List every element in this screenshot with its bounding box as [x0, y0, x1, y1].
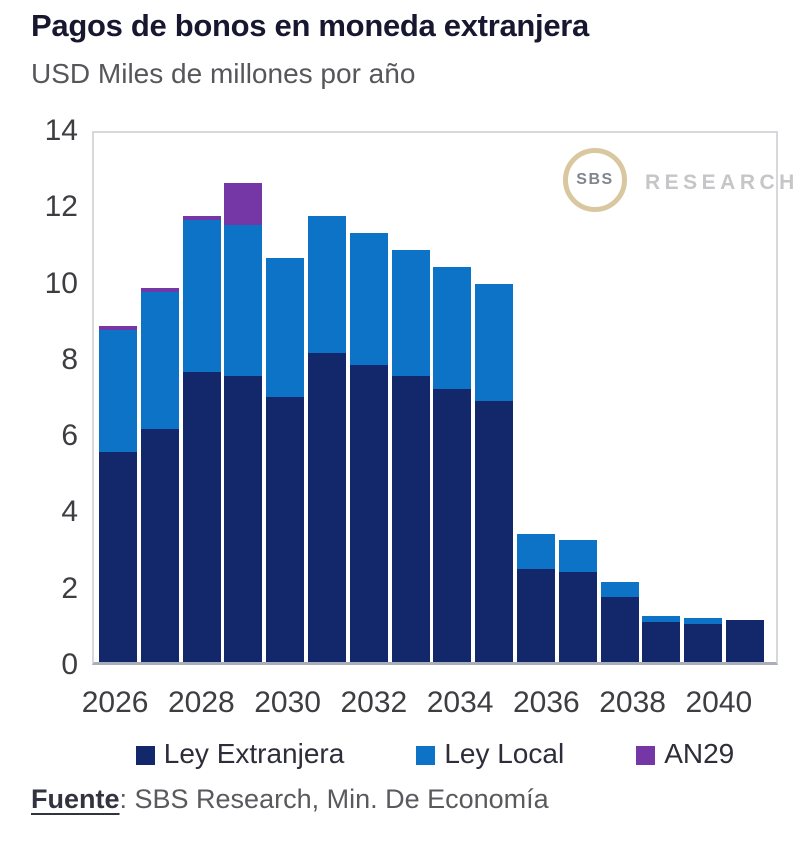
bar-segment-an29-2026 [99, 326, 137, 331]
chart-title: Pagos de bonos en moneda extranjera [31, 8, 589, 43]
bar-segment-ley-extranjera-2036 [516, 568, 555, 662]
bar-segment-ley-extranjera-2038 [600, 597, 639, 662]
bar-2034 [433, 267, 472, 662]
bar-segment-ley-local-2036 [516, 534, 555, 569]
bar-segment-ley-local-2026 [99, 330, 137, 453]
bar-segment-ley-local-2035 [475, 284, 514, 401]
bar-segment-ley-local-2034 [433, 267, 472, 390]
y-tick-label-2: 2 [61, 571, 78, 605]
x-tick-label-2040: 2040 [685, 686, 753, 719]
sbs-logo-text: SBS [576, 171, 614, 188]
bar-2031 [307, 215, 346, 662]
bar-2038 [600, 581, 639, 662]
y-tick-label-12: 12 [44, 190, 78, 224]
y-tick-label-0: 0 [61, 648, 78, 681]
bar-2037 [558, 539, 597, 662]
bar-segment-ley-local-2037 [558, 539, 597, 573]
bar-segment-ley-extranjera-2041 [725, 620, 764, 662]
legend-label-ley-local: Ley Local [444, 738, 565, 769]
x-tick-label-2038: 2038 [599, 686, 666, 719]
x-tick-label-2026: 2026 [81, 686, 149, 719]
bar-segment-an29-2029 [224, 183, 263, 226]
bar-segment-ley-local-2033 [391, 250, 430, 376]
sbs-logo-icon: SBS [563, 148, 627, 212]
bar-segment-ley-extranjera-2033 [391, 375, 430, 662]
x-axis: 2026 2028 2030 2032 2034 2036 2038 2040 [72, 686, 762, 720]
bar-segment-ley-extranjera-2027 [140, 429, 179, 662]
bar-segment-ley-extranjera-2035 [475, 400, 514, 662]
y-tick-label-6: 6 [61, 419, 78, 453]
bar-2041 [725, 620, 764, 662]
bar-segment-ley-local-2039 [642, 616, 681, 622]
legend-swatch-icon-an29 [636, 745, 656, 765]
bar-segment-ley-extranjera-2040 [684, 623, 723, 662]
bar-segment-ley-extranjera-2039 [642, 621, 681, 662]
bar-segment-ley-local-2038 [600, 581, 639, 598]
bar-segment-ley-extranjera-2034 [433, 389, 472, 662]
y-tick-label-8: 8 [61, 342, 78, 376]
legend-item-ley-extranjera: Ley Extranjera [135, 738, 345, 770]
bar-2036 [516, 534, 555, 662]
bar-2030 [266, 257, 305, 662]
bar-segment-ley-local-2030 [266, 257, 305, 397]
plot-area: SBS RESEARCH [92, 131, 794, 665]
sbs-research-label: RESEARCH [645, 171, 799, 194]
x-tick-label-2032: 2032 [340, 686, 408, 719]
bar-segment-ley-extranjera-2026 [99, 452, 137, 662]
bar-2032 [349, 232, 388, 662]
legend-label-an29: AN29 [664, 738, 735, 769]
legend: Ley Extranjera Ley Local AN29 [92, 738, 778, 770]
bar-segment-ley-local-2040 [684, 618, 723, 624]
bar-segment-an29-2028 [182, 215, 221, 220]
x-tick-label-2030: 2030 [254, 686, 321, 719]
y-tick-label-14: 14 [44, 114, 78, 147]
bar-segment-ley-extranjera-2028 [182, 372, 221, 662]
bar-2040 [684, 618, 723, 662]
source-note: Fuente: SBS Research, Min. De Economía [31, 784, 549, 815]
legend-label-ley-extranjera: Ley Extranjera [163, 738, 345, 769]
bar-segment-ley-extranjera-2032 [349, 364, 388, 662]
legend-swatch-icon-ley-extranjera [135, 745, 155, 765]
chart-subtitle: USD Miles de millones por año [31, 58, 416, 89]
source-text: : SBS Research, Min. De Economía [119, 784, 549, 814]
x-tick-label-2028: 2028 [168, 686, 235, 719]
source-label: Fuente [31, 784, 120, 814]
legend-item-ley-local: Ley Local [416, 738, 564, 770]
bar-2035 [475, 284, 514, 662]
bar-segment-ley-extranjera-2029 [224, 375, 263, 662]
bar-segment-ley-local-2029 [224, 225, 263, 376]
legend-item-an29: AN29 [636, 738, 734, 770]
x-tick-label-2034: 2034 [426, 686, 494, 719]
bar-2033 [391, 250, 430, 662]
bar-2029 [224, 183, 263, 662]
x-tick-label-2036: 2036 [513, 686, 580, 719]
bar-segment-ley-local-2028 [182, 219, 221, 373]
bar-2027 [140, 288, 179, 662]
legend-swatch-icon-ley-local [416, 745, 436, 765]
bar-segment-ley-local-2031 [307, 215, 346, 354]
bar-2026 [99, 326, 137, 662]
bar-2039 [642, 616, 681, 662]
y-tick-label-4: 4 [61, 495, 78, 529]
bar-segment-an29-2027 [140, 288, 179, 293]
bar-segment-ley-local-2027 [140, 292, 179, 430]
bar-segment-ley-local-2032 [349, 232, 388, 365]
bar-2028 [182, 215, 221, 662]
bars-container [94, 133, 776, 662]
bar-segment-ley-extranjera-2037 [558, 572, 597, 662]
bar-segment-ley-extranjera-2031 [307, 353, 346, 662]
bar-segment-ley-extranjera-2030 [266, 396, 305, 662]
y-tick-label-10: 10 [44, 266, 78, 300]
